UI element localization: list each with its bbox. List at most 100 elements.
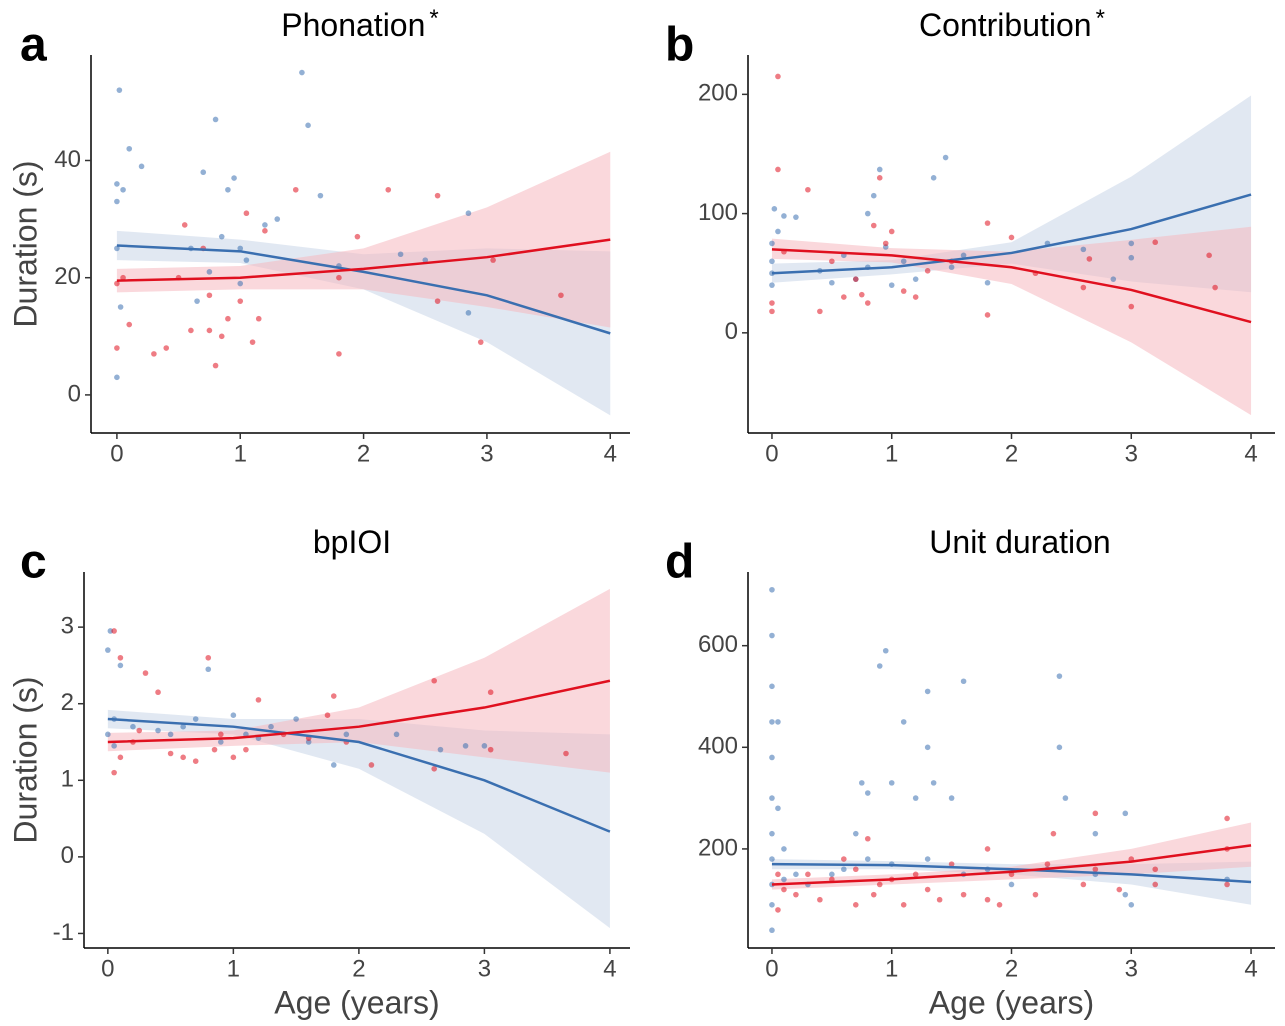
data-point (864, 300, 871, 306)
data-point (960, 891, 967, 898)
data-point (111, 769, 117, 776)
data-point (924, 856, 931, 862)
data-point (218, 333, 225, 340)
data-point (930, 175, 937, 181)
data-point (1080, 246, 1087, 253)
data-point (769, 258, 775, 265)
data-point (354, 233, 361, 240)
data-point (181, 222, 188, 228)
data-point (1008, 234, 1015, 241)
data-point (206, 292, 213, 299)
chart-title: Contribution * (919, 5, 1105, 43)
data-point (155, 689, 161, 696)
data-point (781, 876, 787, 883)
data-point (775, 719, 781, 725)
data-point (852, 902, 859, 908)
panel-label: b (665, 19, 694, 72)
data-point (769, 927, 775, 934)
data-point (274, 216, 281, 222)
data-point (1056, 744, 1063, 751)
data-point (882, 647, 889, 654)
y-axis-label: Duration (s) (7, 160, 43, 327)
panel-label: c (20, 536, 47, 589)
data-point (126, 145, 133, 152)
data-point (231, 175, 237, 181)
data-point (769, 856, 775, 862)
data-point (870, 192, 877, 199)
data-point (870, 222, 877, 229)
data-point (180, 723, 186, 730)
data-point (1152, 881, 1159, 888)
data-point (114, 181, 120, 187)
title-mark: * (429, 5, 438, 32)
data-point (912, 294, 919, 300)
data-point (268, 723, 274, 730)
data-point (212, 116, 219, 123)
data-point (775, 228, 781, 235)
data-point (775, 166, 781, 173)
data-point (120, 186, 126, 193)
data-point (434, 298, 441, 304)
data-point (1032, 891, 1039, 898)
data-point (817, 308, 823, 315)
data-point (771, 206, 778, 212)
data-point (1050, 830, 1057, 837)
data-point (912, 795, 919, 801)
data-point (218, 739, 224, 745)
data-point (225, 315, 231, 322)
x-tick-label: 0 (101, 955, 114, 982)
data-point (829, 871, 835, 878)
data-point (462, 743, 469, 749)
data-point (775, 73, 781, 80)
data-point (1152, 239, 1159, 246)
data-point (942, 154, 949, 161)
x-tick-label: 1 (227, 955, 240, 982)
data-point (1122, 810, 1129, 817)
fit-line (116, 244, 611, 335)
data-point (155, 727, 161, 734)
panel-label: d (665, 536, 694, 589)
y-tick-label: 2 (61, 689, 74, 716)
y-tick-label: 0 (68, 380, 81, 407)
data-point (299, 69, 305, 76)
fit-line (116, 238, 611, 282)
data-point (192, 758, 199, 764)
data-point (781, 213, 787, 219)
chart-title: Unit duration (929, 524, 1110, 560)
x-tick-label: 2 (1005, 955, 1018, 982)
data-point (769, 586, 775, 593)
y-tick-label: 200 (698, 80, 738, 107)
y-tick-label: 40 (54, 146, 81, 173)
data-point (1062, 795, 1069, 801)
x-tick-label: 3 (1125, 440, 1138, 467)
data-point (293, 716, 299, 722)
x-tick-label: 1 (885, 955, 898, 982)
data-point (336, 351, 342, 357)
data-point (465, 310, 472, 316)
x-tick-label: 4 (603, 955, 616, 982)
data-point (1110, 276, 1117, 282)
x-tick-label: 3 (480, 440, 493, 467)
data-point (237, 280, 244, 287)
data-point (936, 896, 943, 903)
fit-line (107, 679, 611, 744)
data-point (487, 689, 494, 696)
fit-line (771, 844, 1252, 886)
data-point (924, 268, 931, 274)
data-point (255, 315, 262, 322)
data-point (434, 192, 441, 199)
data-point (105, 731, 111, 738)
data-point (237, 298, 244, 304)
data-point (218, 731, 224, 738)
data-point (769, 632, 775, 639)
data-point (1044, 861, 1051, 867)
data-point (1152, 866, 1159, 873)
x-tick-label: 1 (885, 440, 898, 467)
fit-line (771, 862, 1252, 884)
data-point (194, 298, 200, 304)
data-point (230, 754, 237, 761)
data-point (805, 186, 811, 193)
data-point (769, 308, 775, 315)
data-point (431, 766, 437, 772)
